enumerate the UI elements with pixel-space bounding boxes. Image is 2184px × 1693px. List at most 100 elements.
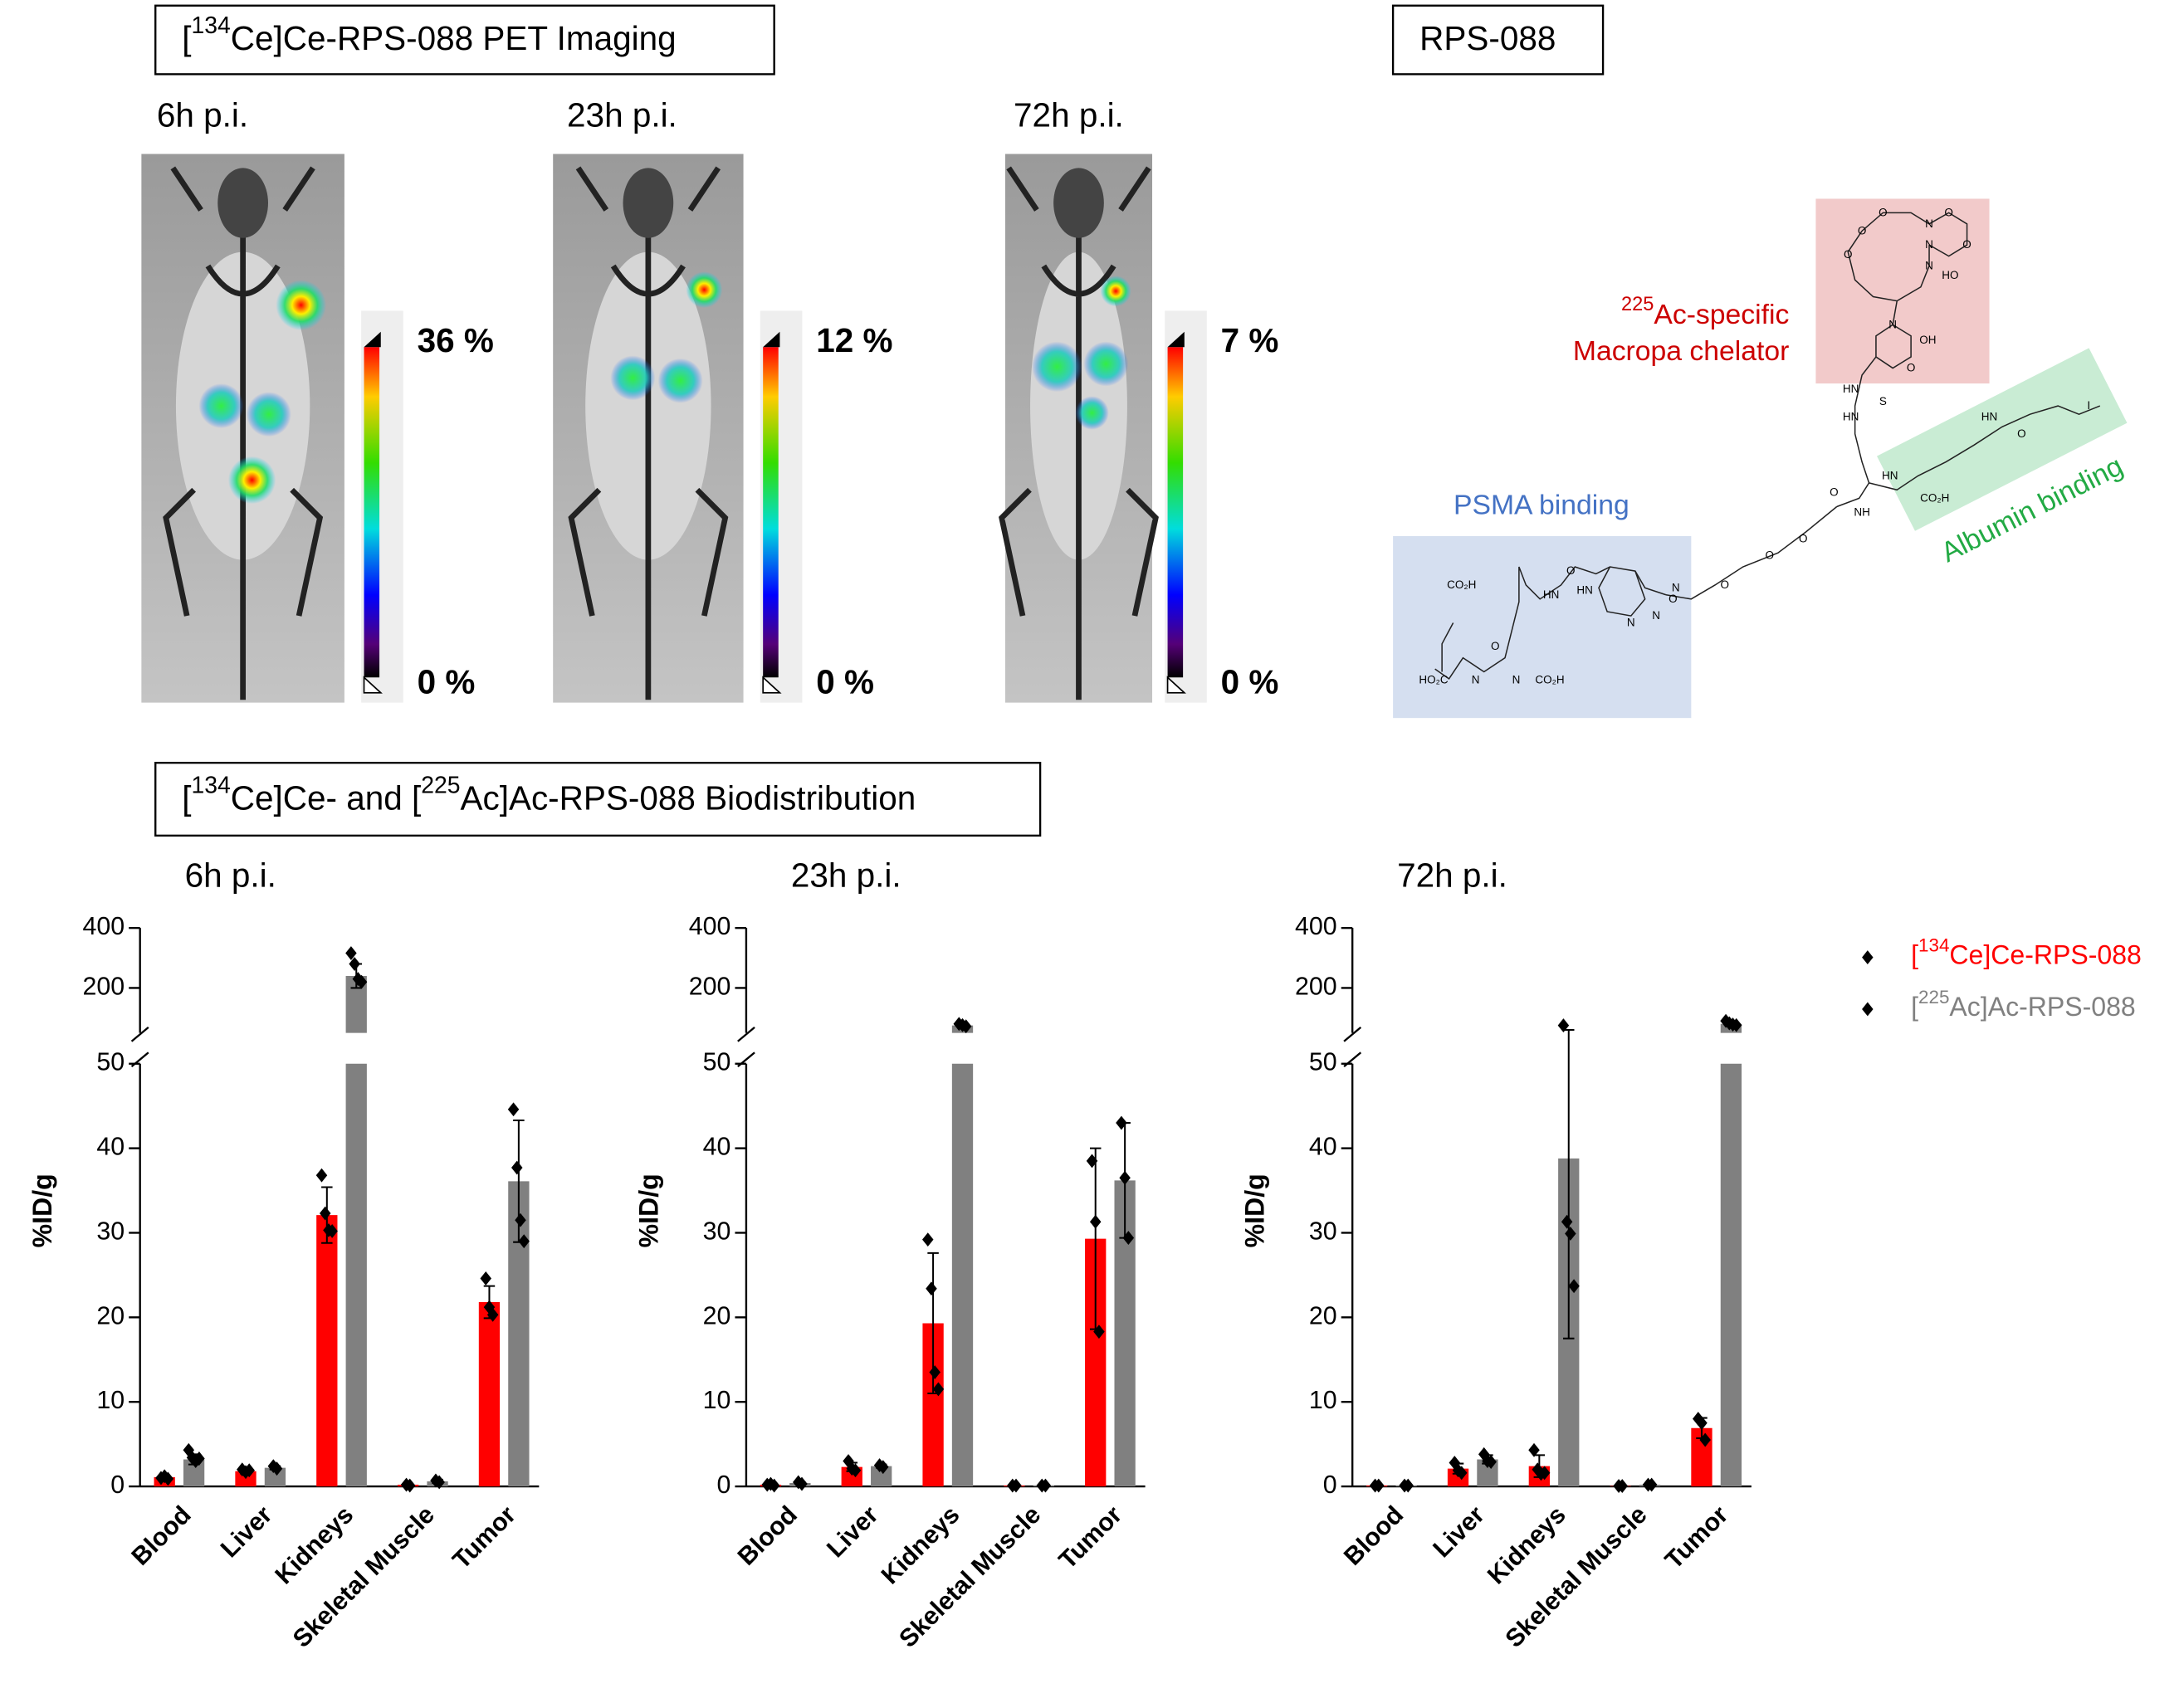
x-tick-label: Tumor [1054,1501,1128,1575]
atom-label: HN [1843,410,1859,422]
x-tick-label: Blood [1339,1501,1409,1571]
data-point [349,957,360,971]
data-point [849,1463,862,1478]
data-point [1528,1442,1540,1457]
colorbar [364,347,380,678]
bar [478,1302,501,1487]
y-tick-label: 20 [703,1302,731,1330]
y-tick-label: 200 [1295,973,1337,1000]
mouse-skeleton [999,166,1159,700]
atom-label: I [2087,399,2090,412]
atom-label: HN [1843,382,1859,394]
data-point [1538,1466,1551,1481]
chart-title: 6h p.i. [185,856,276,894]
colorbar [763,347,779,678]
y-axis-label: %ID/g [634,1173,664,1247]
x-tick-label: Blood [733,1501,803,1571]
axis-break [130,1026,149,1068]
legend-marker [1862,1002,1874,1017]
uptake-spot [686,271,723,309]
data-point [319,1206,331,1221]
y-tick-label: 50 [96,1049,125,1076]
data-point [926,1281,937,1296]
atom-label: O [2017,427,2026,439]
y-tick-label: 10 [1309,1387,1337,1414]
psma-label: PSMA binding [1454,489,1629,520]
atom-label: O [1766,549,1774,561]
y-tick-label: 200 [689,973,731,1000]
y-tick-label: 20 [96,1302,125,1330]
data-point [1086,1154,1098,1169]
atom-label: O [1491,640,1499,652]
legend-marker [1862,950,1874,965]
x-tick-label: Skeletal Muscle [288,1501,440,1653]
bar [345,975,367,1487]
data-point [1402,1478,1414,1493]
atom-label: N [1925,238,1933,251]
data-point [1010,1478,1022,1493]
atom-label: O [1858,224,1867,237]
data-point [404,1478,416,1493]
x-tick-label: Liver [216,1501,278,1564]
uptake-spot [1031,341,1082,393]
x-tick-label: Skeletal Muscle [894,1501,1046,1653]
mouse-head [623,168,674,238]
albumin-box [1877,348,2128,531]
y-axis-label: %ID/g [1240,1173,1270,1247]
imaging-title: [134Ce]Ce-RPS-088 PET Imaging [182,12,676,56]
chart-title: 23h p.i. [791,856,901,894]
atom-label: N [1627,616,1635,628]
data-point [1561,1214,1573,1229]
data-point [1093,1325,1105,1339]
y-tick-label: 0 [716,1471,730,1499]
title-box [1391,4,1605,76]
atom-label: HN [1882,469,1898,481]
data-point [1039,1478,1052,1493]
chelator-label: Macropa chelator [1573,335,1790,367]
x-tick-label: Skeletal Muscle [1500,1501,1652,1653]
biodistribution-title: [134Ce]Ce- and [225Ac]Ac-RPS-088 Biodist… [182,773,916,817]
data-point [1696,1416,1708,1431]
uptake-spot [1083,341,1129,387]
legend-label: [134Ce]Ce-RPS-088 [1911,935,2142,970]
data-point [326,1224,338,1238]
y-tick-label: 20 [1309,1302,1337,1330]
atom-label: HN [1576,583,1592,596]
atom-label: N [1925,259,1933,271]
x-tick-label: Blood [127,1501,197,1571]
bar [316,1215,338,1487]
atom-label: HN [1981,410,1997,422]
atom-label: O [1844,248,1853,261]
uptake-spot [657,358,703,403]
atom-label: O [1566,564,1575,577]
scale-max: 36 % [418,321,494,359]
atom-label: O [1907,361,1916,373]
y-tick-label: 40 [703,1134,731,1161]
data-point [507,1102,520,1117]
colorbar [1167,347,1184,678]
y-tick-label: 30 [703,1217,731,1245]
y-tick-label: 0 [1323,1471,1337,1499]
chelator-label: 225Ac-specific [1621,294,1789,330]
atom-label: O [1830,485,1838,498]
y-tick-label: 50 [1309,1049,1337,1076]
atom-label: O [1944,206,1953,218]
data-point [486,1307,499,1322]
structure-title: RPS-088 [1419,19,1556,57]
data-point [1616,1479,1629,1493]
atom-label: N [1672,581,1680,593]
x-tick-label: Tumor [447,1501,521,1575]
data-point [1119,1170,1131,1185]
mouse-head [217,168,268,238]
data-point [960,1019,972,1034]
psma-box [1393,535,1692,719]
data-point [796,1476,808,1491]
data-point [1699,1432,1711,1447]
structure-bonds [1434,212,2101,681]
data-point [511,1160,523,1175]
atom-label: CO₂H [1920,491,1949,504]
bar [264,1467,286,1487]
atom-label: O [1799,532,1808,544]
